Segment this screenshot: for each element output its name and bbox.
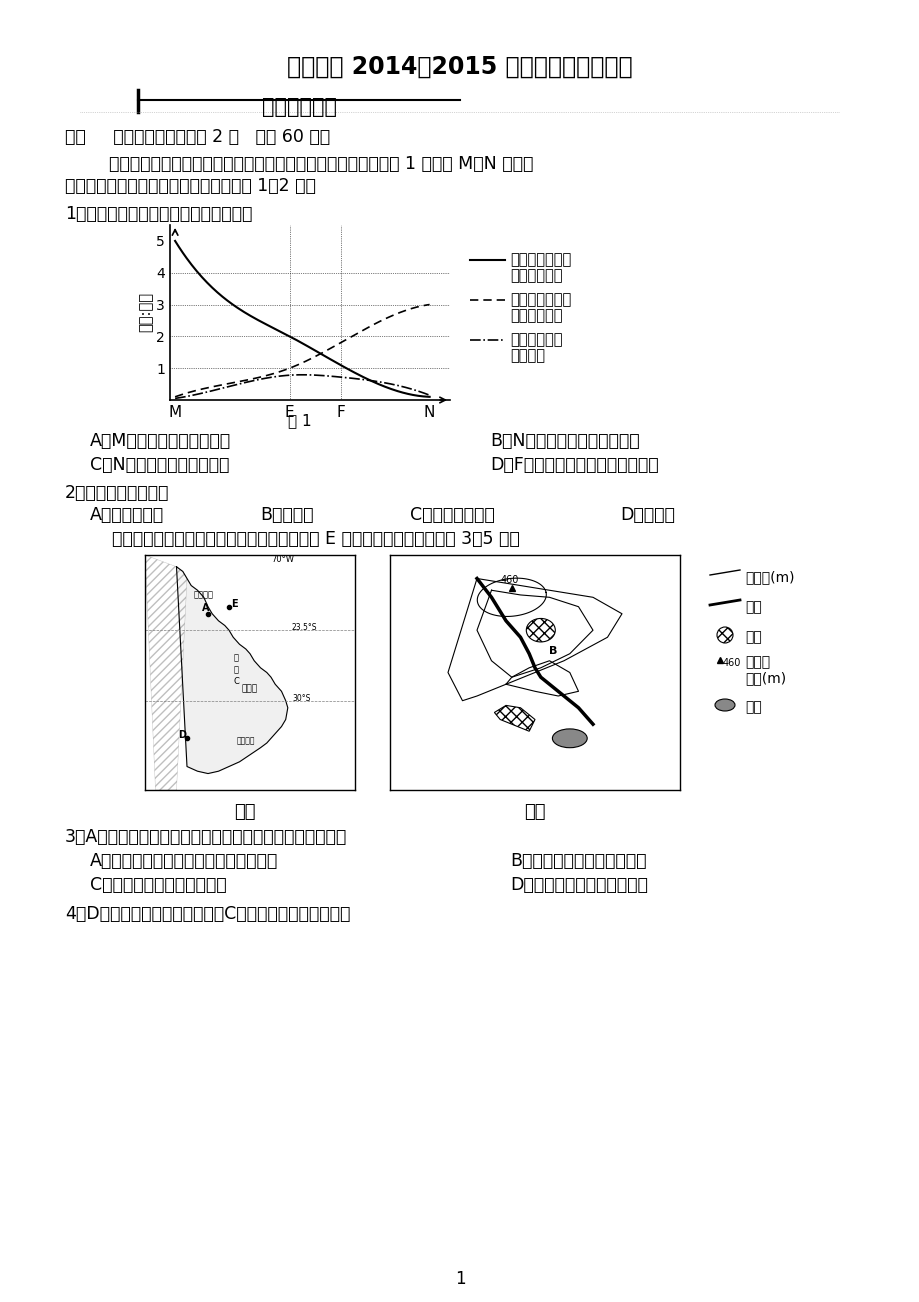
Text: 聚落: 聚落 [744,630,761,644]
Text: D．F地是该类工厂的最佳厂址区位: D．F地是该类工厂的最佳厂址区位 [490,456,658,474]
Text: 30°S: 30°S [291,694,310,703]
Text: 4．D地区葡萄种植的经济效益比C地区更好的原因可能是：: 4．D地区葡萄种植的经济效益比C地区更好的原因可能是： [65,905,350,923]
Text: 原料、燃料和产品的运输费用是生产成本中的重要组成部分。图 1 表示在 M、N 两地间: 原料、燃料和产品的运输费用是生产成本中的重要组成部分。图 1 表示在 M、N 两… [65,155,533,173]
Text: 玻利维亚: 玻利维亚 [194,590,213,599]
Text: 460: 460 [500,575,518,585]
Text: 单位产品的原料: 单位产品的原料 [509,253,571,267]
Text: 智: 智 [233,654,238,663]
Text: 运输费用变化: 运输费用变化 [509,309,562,323]
Text: 利: 利 [233,665,238,674]
Ellipse shape [714,699,734,711]
Text: 河流: 河流 [744,600,761,615]
Text: 高三地理试卷: 高三地理试卷 [262,98,337,117]
Text: 乙图: 乙图 [524,803,545,822]
Text: D: D [178,730,187,741]
Text: B．N地是该类工厂的产品市场: B．N地是该类工厂的产品市场 [490,432,639,450]
Text: 1．根据图示信息，下列说法不正确的是: 1．根据图示信息，下列说法不正确的是 [65,204,252,223]
Circle shape [526,618,555,642]
Text: D．受寒流影响，阴天日子多: D．受寒流影响，阴天日子多 [509,876,647,894]
Circle shape [716,628,732,643]
Polygon shape [494,706,535,732]
Text: A: A [201,603,209,613]
Text: 阿根廷: 阿根廷 [242,685,258,693]
Text: C: C [233,677,239,686]
Text: A．气候干旱，水源短缺，缺乏能源支撑: A．气候干旱，水源短缺，缺乏能源支撑 [90,852,278,870]
Text: D．炼铝厂: D．炼铝厂 [619,506,675,523]
Text: 甲图: 甲图 [234,803,255,822]
Text: 单位产品的燃料: 单位产品的燃料 [509,292,571,307]
Polygon shape [145,555,187,790]
Text: 一、     单项选择题（每小题 2 分   共计 60 分）: 一、 单项选择题（每小题 2 分 共计 60 分） [65,128,330,146]
Text: 海拔(m): 海拔(m) [744,671,785,685]
Text: 3．A地附近有色金属资源丰富，其开发困难的原因可能是：: 3．A地附近有色金属资源丰富，其开发困难的原因可能是： [65,828,346,846]
Text: 460: 460 [722,658,741,668]
Text: 23.5°S: 23.5°S [291,624,317,633]
Text: C．电视机装配厂: C．电视机装配厂 [410,506,494,523]
Text: C．地势平坦，水能资源缺乏: C．地势平坦，水能资源缺乏 [90,876,226,894]
Text: 费用变化: 费用变化 [509,348,544,363]
Text: A．瓶装饮料厂: A．瓶装饮料厂 [90,506,164,523]
Text: 2．该类工厂最可能是: 2．该类工厂最可能是 [65,484,169,503]
Text: 图中甲图为南美洲局部地区图，乙图为甲图中 E 地区的地形图。读图回答 3～5 题。: 图中甲图为南美洲局部地区图，乙图为甲图中 E 地区的地形图。读图回答 3～5 题… [90,530,519,548]
Text: A．M地是该类工厂的原料地: A．M地是该类工厂的原料地 [90,432,231,450]
Polygon shape [176,566,288,773]
Text: 单位产品运输: 单位产品运输 [509,332,562,348]
Text: B．缺少天然海港，外运不便: B．缺少天然海港，外运不便 [509,852,646,870]
Text: B: B [549,646,557,656]
Text: 建设的某类工厂的运费变化图，据此回答 1～2 题。: 建设的某类工厂的运费变化图，据此回答 1～2 题。 [65,177,315,195]
Text: 三明一中 2014－2015 学年上学期学段考试: 三明一中 2014－2015 学年上学期学段考试 [287,55,632,79]
Text: 图 1: 图 1 [288,413,312,428]
Text: E: E [231,599,237,609]
Ellipse shape [551,729,586,747]
Y-axis label: 运费:单位: 运费:单位 [139,293,153,332]
Text: 等高线(m): 等高线(m) [744,570,794,585]
Text: 1: 1 [454,1269,465,1288]
Text: 70°W: 70°W [271,555,294,564]
Text: B．制糖厂: B．制糖厂 [260,506,313,523]
Text: 奇基塔湖: 奇基塔湖 [236,736,255,745]
Text: 山峰及: 山峰及 [744,655,769,669]
Text: 湖泊: 湖泊 [744,700,761,713]
Text: 运输费用变化: 运输费用变化 [509,268,562,283]
Text: C．N地是该类工厂的燃料地: C．N地是该类工厂的燃料地 [90,456,229,474]
